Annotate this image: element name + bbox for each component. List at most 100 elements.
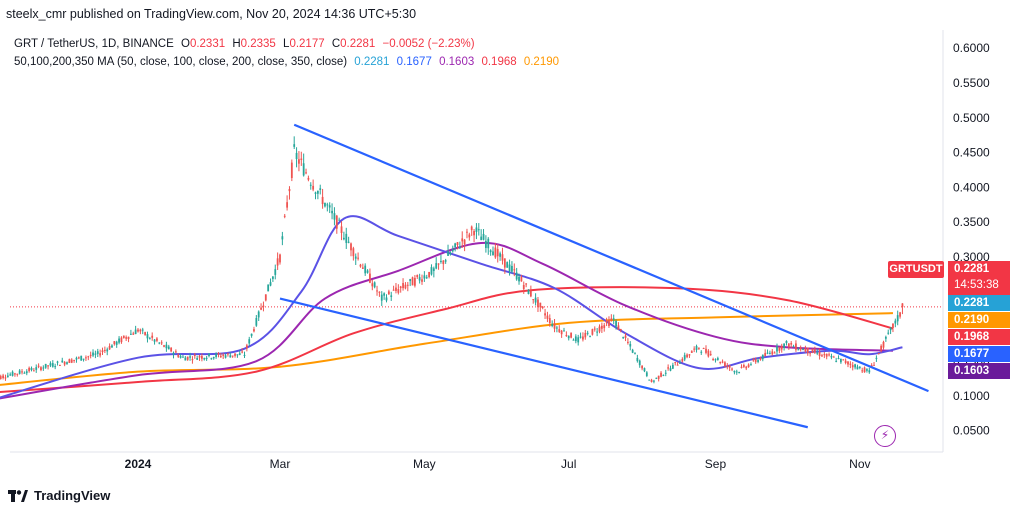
candle-body: [735, 371, 738, 373]
candle-body: [641, 365, 643, 369]
candle-body: [785, 340, 788, 344]
symbol-price-tag: GRTUSDT: [888, 261, 944, 278]
candle-body: [77, 357, 80, 359]
candle-body: [851, 365, 854, 368]
candle-body: [432, 268, 435, 272]
candle-body: [253, 329, 255, 332]
ma-value-350: 0.2190: [523, 56, 560, 68]
candle-body: [16, 373, 19, 375]
candle-body: [428, 272, 430, 278]
candle-body: [250, 333, 253, 336]
candle-body: [416, 275, 419, 277]
candle-body: [669, 368, 672, 371]
candle-body: [811, 348, 814, 353]
candle-body: [877, 353, 880, 355]
candle-body: [813, 349, 816, 353]
y-tick-label: 0.5000: [953, 111, 990, 125]
candle-body: [882, 341, 885, 348]
candle-body: [257, 311, 260, 318]
candle-body: [816, 352, 819, 354]
candle-body: [305, 172, 307, 174]
candle-body: [520, 277, 523, 282]
candle-body: [631, 349, 634, 353]
candle-body: [283, 215, 286, 217]
candle-body: [350, 243, 352, 251]
candle-body: [302, 163, 305, 176]
candle-body: [203, 358, 206, 360]
candle-body: [115, 341, 118, 345]
candle-body: [85, 357, 87, 359]
candle-body: [806, 347, 809, 354]
candle-body: [215, 353, 217, 357]
candle-body: [828, 354, 830, 356]
candle-body: [892, 323, 894, 329]
candle-body: [118, 338, 120, 343]
candle-body: [371, 283, 374, 287]
ma350-line: [0, 312, 893, 386]
candle-body: [705, 348, 707, 353]
candle-body: [480, 236, 483, 241]
x-tick-label: May: [413, 457, 436, 471]
candle-body: [63, 361, 66, 365]
candle-body: [260, 307, 262, 310]
candle-body: [47, 365, 49, 367]
candle-body: [40, 367, 42, 371]
candle-body: [44, 363, 47, 368]
candle-body: [473, 231, 475, 236]
candle-body: [508, 264, 511, 272]
candle-body: [238, 353, 241, 355]
candle-body: [830, 356, 833, 358]
candle-body: [276, 258, 279, 266]
candle-body: [184, 357, 187, 361]
candle-body: [896, 315, 899, 322]
candle-body: [489, 250, 492, 253]
candle-body: [809, 352, 812, 354]
x-tick-label: Sep: [705, 457, 727, 471]
symbol-label[interactable]: GRT / TetherUS, 1D, BINANCE: [14, 38, 174, 50]
flash-icon[interactable]: ⚡: [874, 425, 896, 447]
candle-body: [470, 226, 473, 231]
candle-body: [376, 290, 378, 292]
candle-body: [227, 353, 229, 355]
candle-body: [54, 366, 57, 368]
candle-body: [343, 237, 345, 240]
x-tick-label: Jul: [561, 457, 576, 471]
candle-body: [212, 356, 215, 359]
candle-body: [333, 213, 336, 220]
candle-body: [825, 353, 828, 357]
candle-body: [437, 263, 440, 265]
candle-body: [144, 332, 146, 335]
candle-body: [243, 354, 246, 356]
candle-body: [158, 342, 161, 344]
trendline-lower: [279, 297, 809, 429]
candle-body: [125, 337, 128, 339]
candle-body: [709, 353, 712, 355]
close-label: C: [331, 38, 341, 50]
candle-body: [468, 234, 471, 238]
candle-body: [823, 354, 826, 356]
candle-body: [96, 351, 99, 354]
candle-body: [361, 267, 364, 269]
candle-body: [300, 158, 303, 161]
candle-body: [205, 357, 208, 360]
candle-body: [198, 355, 201, 358]
candle-body: [35, 367, 38, 370]
x-tick-label: Nov: [849, 457, 870, 471]
candle-body: [856, 366, 859, 370]
candle-body: [449, 253, 452, 255]
candle-body: [835, 360, 838, 362]
x-tick-label: 2024: [125, 457, 152, 471]
ma-label[interactable]: 50,100,200,350 MA (50, close, 100, close…: [14, 56, 348, 68]
candle-body: [245, 345, 248, 349]
candle-body: [177, 354, 180, 357]
candle-body: [80, 355, 83, 361]
tradingview-logo[interactable]: TradingView: [8, 488, 110, 503]
candle-body: [556, 327, 558, 329]
candle-body: [612, 318, 615, 320]
candle-body: [572, 339, 575, 341]
candle-body: [698, 347, 700, 349]
tv-logo-icon: [8, 489, 28, 502]
candle-body: [707, 350, 710, 357]
candle-body: [122, 335, 125, 338]
